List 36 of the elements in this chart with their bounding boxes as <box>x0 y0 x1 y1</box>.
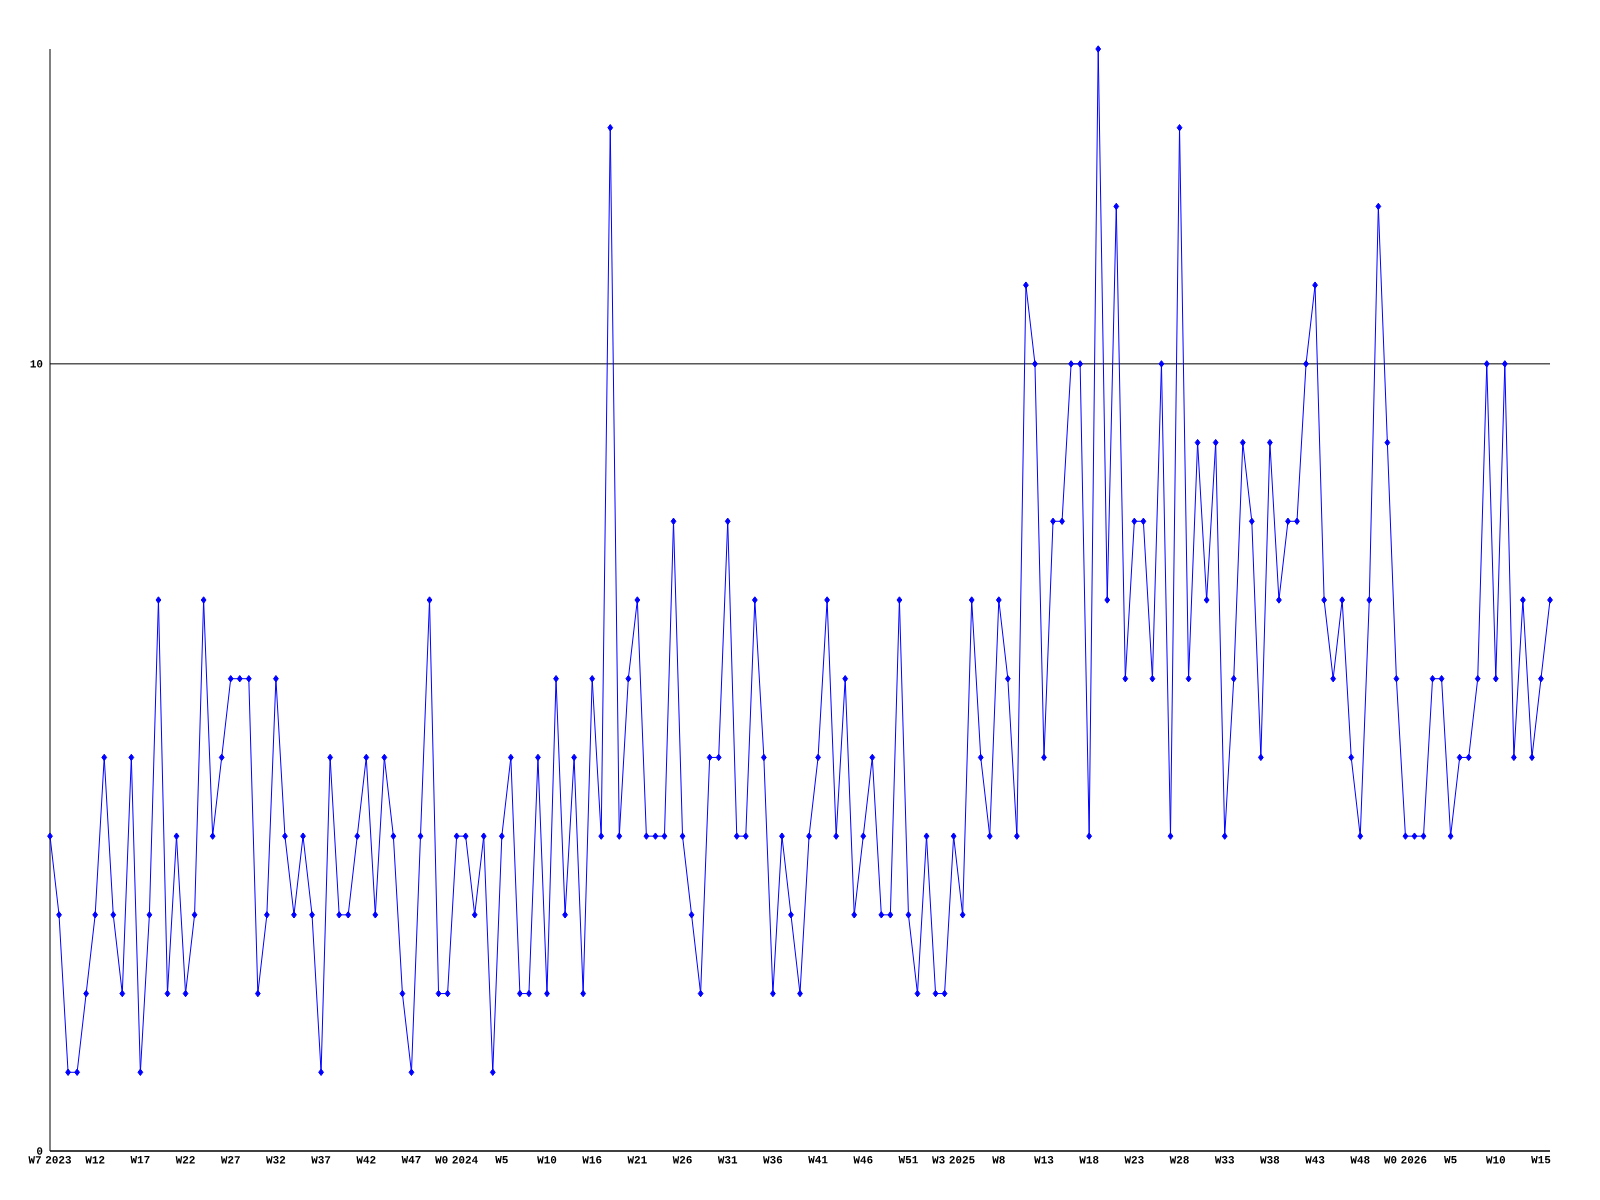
x-tick-label: W32 <box>266 1156 286 1164</box>
x-tick-label: W37 <box>311 1156 331 1164</box>
x-tick-label: W18 <box>1079 1156 1099 1164</box>
x-tick-label: W13 <box>1034 1156 1054 1164</box>
x-tick-label: W46 <box>853 1156 873 1164</box>
x-tick-label: W15 <box>1531 1156 1551 1164</box>
x-tick-label: W7 2023 <box>28 1156 71 1164</box>
x-tick-label: W10 <box>537 1156 557 1164</box>
x-tick-label: W12 <box>85 1156 105 1164</box>
x-tick-label: W8 <box>992 1156 1005 1164</box>
x-tick-label: W5 <box>1444 1156 1457 1164</box>
x-tick-label: W42 <box>356 1156 376 1164</box>
x-tick-label: W27 <box>220 1156 240 1164</box>
x-tick-label: W22 <box>175 1156 195 1164</box>
x-tick-label: W16 <box>582 1156 602 1164</box>
x-tick-label: W17 <box>130 1156 150 1164</box>
x-tick-label: W0 2026 <box>1383 1156 1427 1164</box>
x-tick-label: W41 <box>808 1156 828 1164</box>
y-tick-label: 10 <box>30 360 43 368</box>
x-tick-label: W43 <box>1305 1156 1325 1164</box>
x-tick-label: W36 <box>763 1156 783 1164</box>
x-tick-label: W3 2025 <box>932 1156 975 1164</box>
x-tick-label: W21 <box>627 1156 647 1164</box>
x-tick-label: W33 <box>1214 1156 1235 1164</box>
x-tick-label: W31 <box>717 1156 738 1164</box>
x-tick-label: W10 <box>1485 1156 1506 1164</box>
x-tick-label: W47 <box>401 1156 421 1164</box>
x-tick-label: W51 <box>898 1156 918 1164</box>
x-tick-label: W5 <box>495 1156 508 1164</box>
x-tick-label: W0 2024 <box>435 1156 478 1164</box>
x-tick-label: W28 <box>1169 1156 1189 1164</box>
x-tick-label: W48 <box>1350 1156 1370 1164</box>
x-tick-label: W23 <box>1124 1156 1144 1164</box>
x-tick-label: W26 <box>672 1156 692 1164</box>
y-tick-label: 0 <box>37 1147 43 1155</box>
x-tick-label: W38 <box>1260 1156 1280 1164</box>
